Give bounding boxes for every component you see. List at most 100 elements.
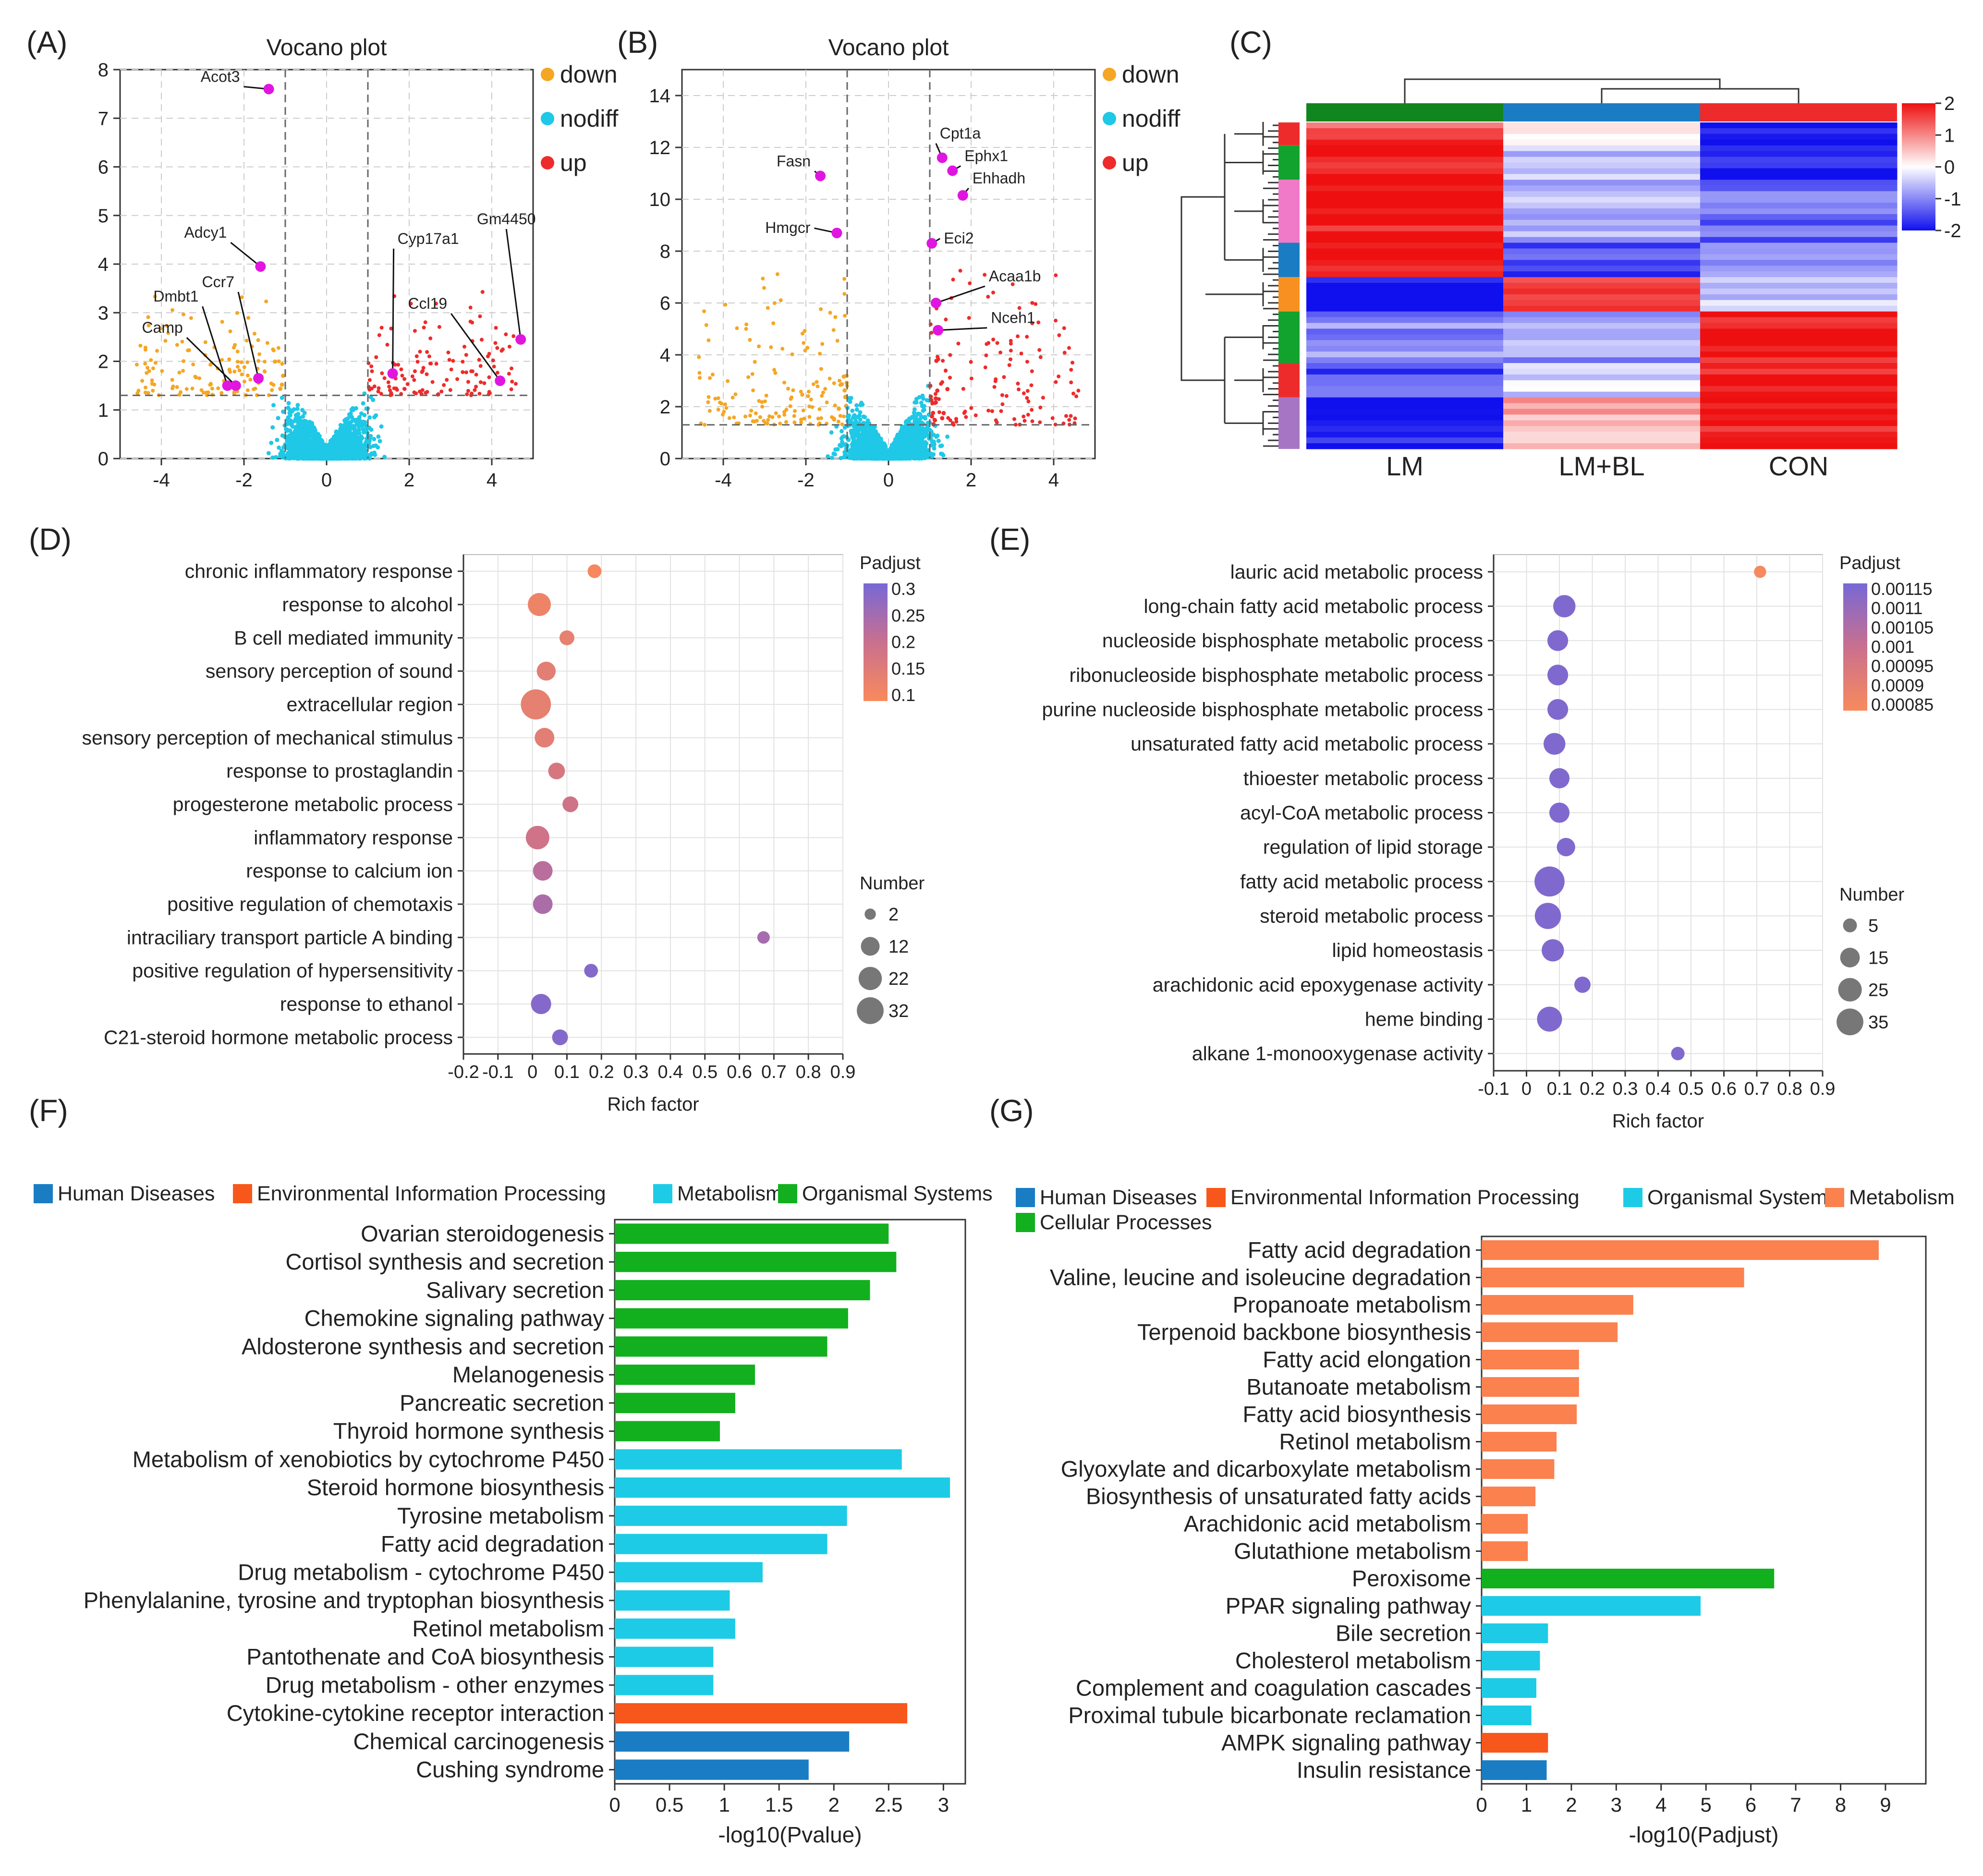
gene-label: Gm4450 [477, 210, 536, 228]
data-point [309, 426, 314, 431]
data-point [280, 433, 285, 438]
data-point [369, 427, 374, 432]
data-point [153, 361, 158, 365]
gene-highlight-point [495, 375, 506, 386]
data-point [280, 395, 284, 400]
data-point [309, 429, 314, 434]
data-point [468, 319, 473, 324]
data-point [314, 448, 318, 453]
data-point [423, 320, 427, 325]
data-point [286, 401, 291, 406]
data-point [839, 456, 843, 460]
data-point [854, 407, 859, 412]
data-point [145, 371, 149, 375]
legend-label: down [560, 61, 618, 88]
data-point [257, 352, 262, 356]
data-point [363, 450, 368, 455]
data-point [414, 354, 419, 358]
data-point [242, 365, 246, 369]
data-point [359, 411, 364, 416]
y-tick-label: 14 [649, 85, 671, 107]
data-point [246, 315, 251, 320]
data-point [182, 312, 186, 316]
data-point [470, 369, 474, 374]
data-point [413, 329, 417, 333]
data-point [500, 347, 505, 351]
data-point [334, 443, 339, 448]
data-point [491, 358, 495, 363]
data-point [348, 411, 353, 416]
data-point [170, 308, 175, 312]
data-point [945, 387, 950, 391]
data-point [425, 372, 429, 376]
panel-label-A: (A) [26, 25, 67, 60]
data-point [831, 451, 836, 456]
data-point [345, 451, 350, 456]
data-point [434, 362, 438, 366]
data-point [277, 445, 281, 450]
data-point [252, 331, 256, 336]
data-point [256, 338, 260, 342]
data-point [326, 448, 330, 453]
data-point [487, 375, 491, 379]
data-point [379, 326, 384, 330]
data-point [386, 380, 390, 385]
data-point [859, 400, 864, 405]
data-point [180, 339, 184, 344]
data-point [402, 387, 407, 391]
data-point [219, 391, 224, 395]
data-point [385, 342, 389, 347]
data-point [160, 369, 164, 373]
data-point [430, 380, 435, 384]
data-point [295, 403, 300, 408]
x-tick-label: 2 [404, 470, 414, 491]
data-point [367, 378, 372, 382]
data-point [263, 369, 267, 374]
panel-label-D: (D) [29, 522, 72, 557]
data-point [358, 449, 363, 454]
data-point [478, 314, 482, 318]
chart-title: Vocano plot [267, 35, 387, 61]
panel-label-G: (G) [989, 1093, 1034, 1128]
data-point [189, 316, 193, 320]
data-point [850, 408, 855, 413]
legend-marker [541, 112, 554, 125]
data-point [298, 456, 303, 460]
panel-label-B: (B) [617, 25, 658, 60]
data-point [507, 344, 511, 349]
data-point [410, 374, 414, 378]
gene-highlight-point [230, 380, 241, 391]
data-point [309, 421, 314, 425]
data-point [286, 435, 291, 440]
data-point [252, 387, 256, 391]
data-point [175, 343, 179, 347]
data-point [270, 425, 275, 430]
data-point [465, 392, 469, 397]
data-point [351, 417, 355, 422]
data-point [302, 411, 307, 415]
data-point [495, 346, 499, 350]
data-point [394, 386, 398, 390]
data-point [446, 351, 450, 355]
data-point [197, 376, 202, 380]
x-tick-label: -4 [715, 470, 732, 491]
data-point [308, 440, 313, 445]
data-point [400, 374, 404, 378]
data-point [934, 434, 939, 439]
data-point [170, 386, 175, 390]
data-point [181, 369, 185, 373]
data-point [510, 379, 514, 384]
data-point [487, 390, 491, 394]
data-point [374, 355, 378, 359]
data-point [479, 338, 484, 342]
x-tick-label: -4 [153, 470, 170, 491]
data-point [482, 381, 487, 386]
data-point [289, 441, 293, 446]
x-tick-label: 2 [966, 470, 976, 491]
gene-label: Adcy1 [184, 224, 227, 241]
gene-label: Dmbt1 [153, 288, 198, 305]
data-point [402, 377, 407, 381]
data-point [380, 371, 384, 375]
data-point [509, 387, 513, 391]
